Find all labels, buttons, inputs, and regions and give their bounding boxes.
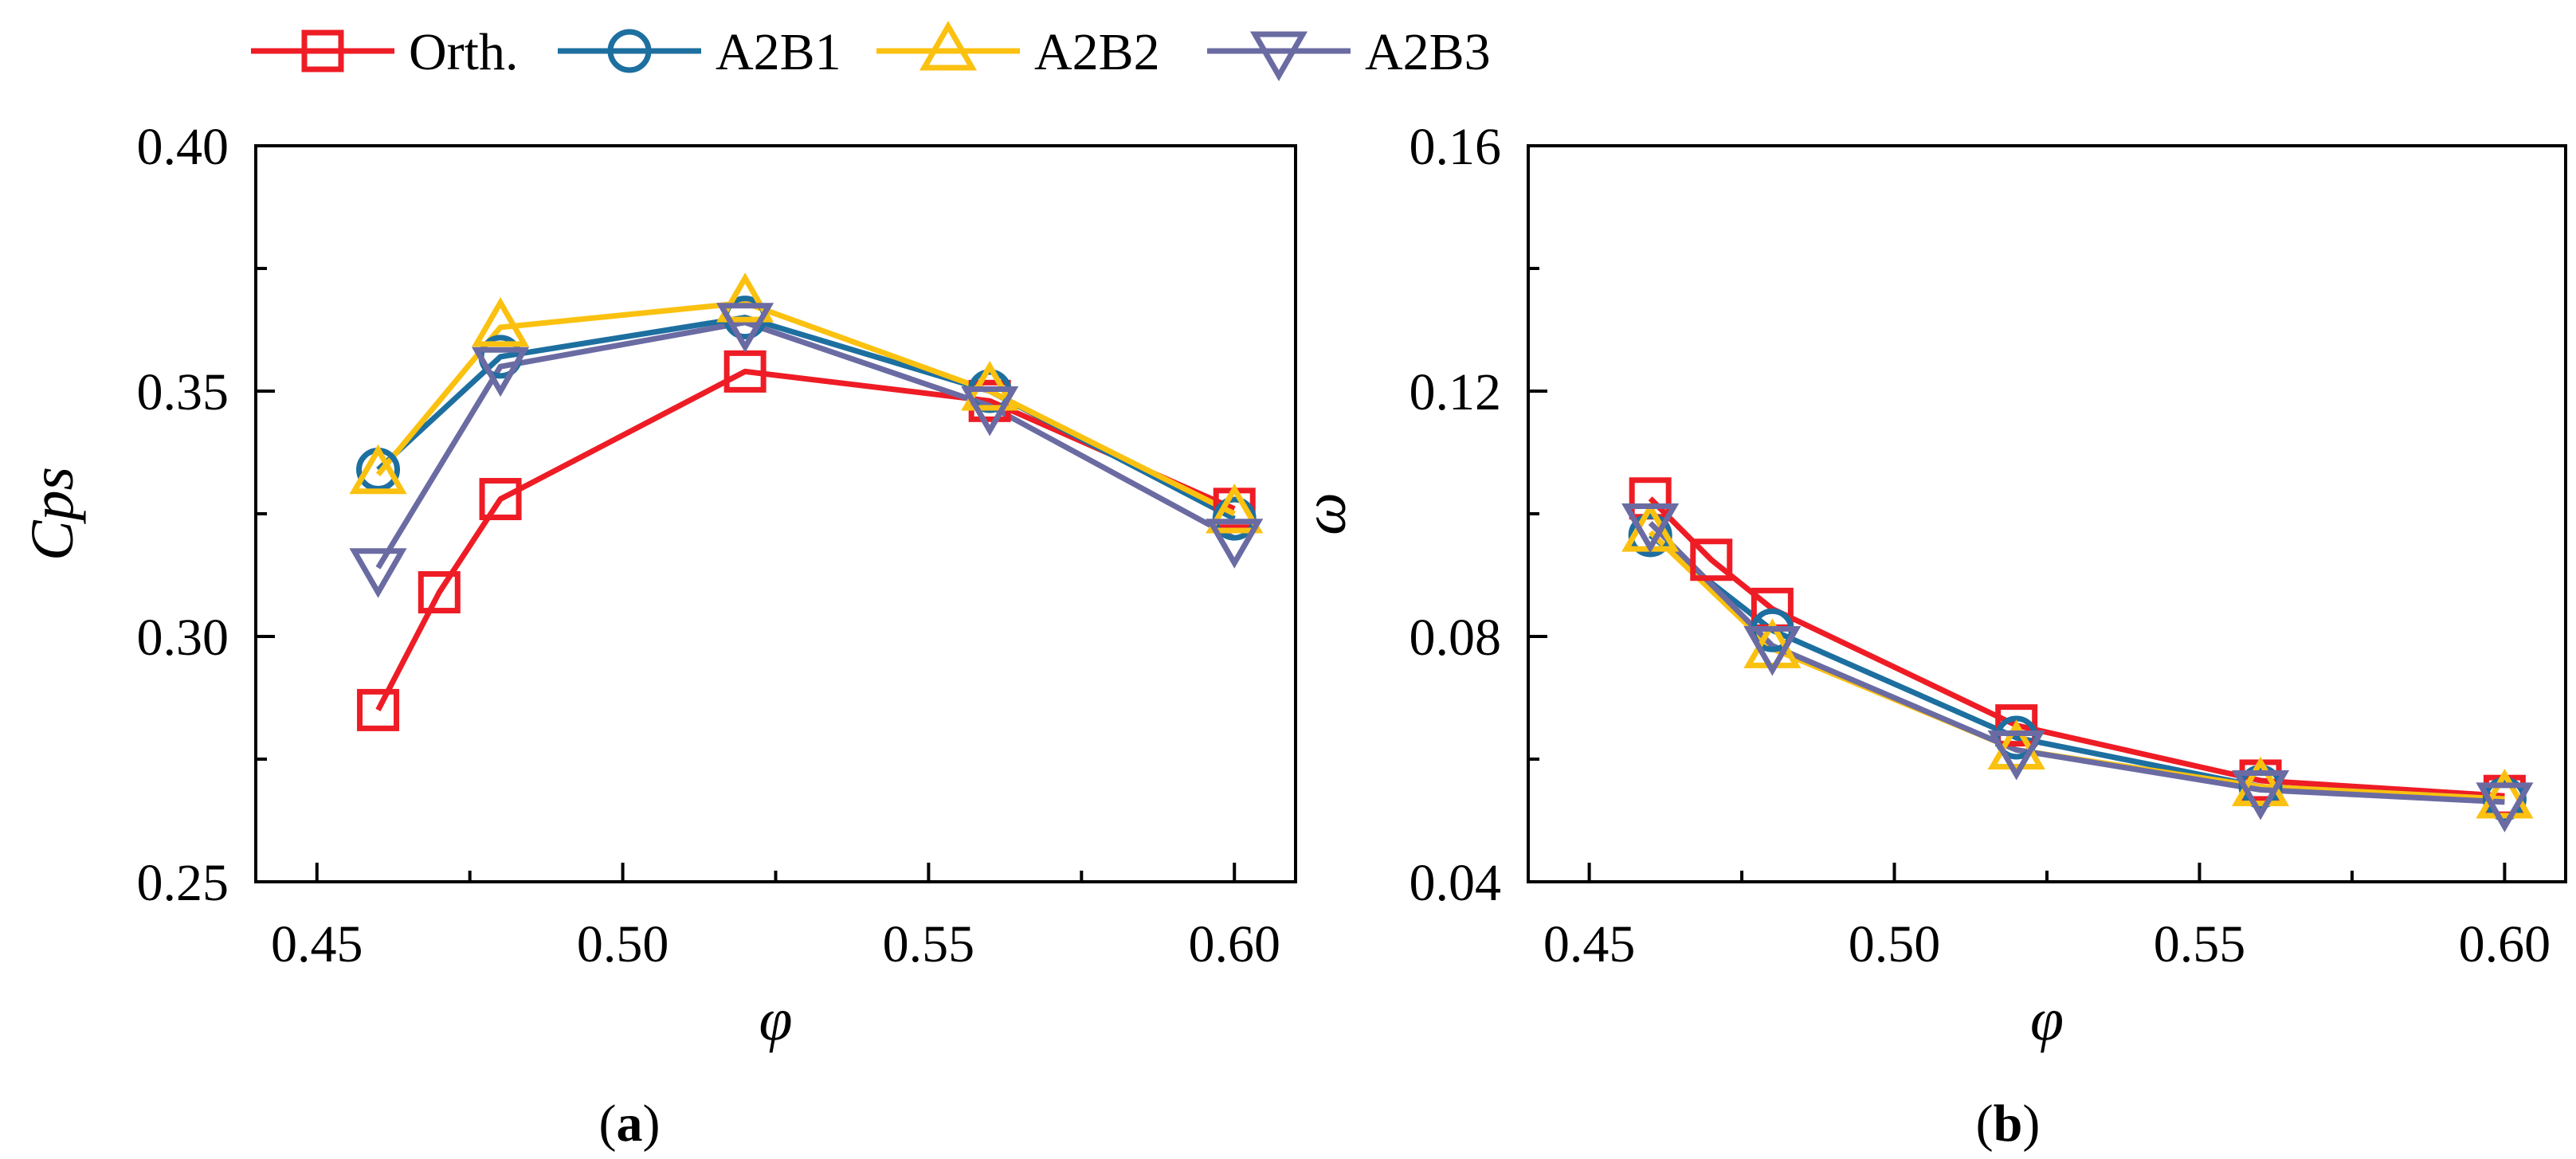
panel-b-y-tick-label: 0.04 [1410,854,1502,912]
panel-a-point-orth [418,571,461,614]
panel-a-line-orth [375,368,1236,712]
panel-a-y-axis-label: Cps [19,467,86,561]
panel-b-markers-a2b2 [1621,502,2534,819]
panel-b-x-tick-label: 0.50 [1849,915,1941,973]
panel-b-plot-frame [1527,144,2567,883]
legend-entry-a2b2: A2B2 [876,20,1160,81]
panel-a-x-axis-label: φ [759,986,792,1053]
panel-a-point-a2b3 [961,386,1019,437]
panel-b-label: (b) [1976,1094,2041,1153]
panel-b-point-a2b3 [1987,730,2045,781]
panel-a-x-tick-label: 0.50 [577,915,669,973]
panel-a-x-tick-label: 0.45 [271,915,363,973]
panel-b-point-a2b3 [1743,626,1802,676]
panel-a-y-tick-label: 0.35 [137,363,229,421]
panel-a-point-a2b2 [716,272,774,323]
panel-b: 0.45 0.50 0.55 0.60 0.04 0.08 0.12 0.16 φ ω (b) [1292,118,2567,1153]
legend: Orth. A2B1 A2B2 A2B3 [251,20,1491,82]
panel-b-point-orth [1995,704,2038,747]
panel-b-x-axis-label: φ [2030,986,2064,1053]
panel-b-series-a2b3 [1648,521,2505,805]
panel-a-point-a2b3 [716,303,774,353]
panel-b-point-a2b3 [1621,503,1680,554]
panel-b-y-axis-label: ω [1292,492,1359,535]
panel-b-point-orth [1690,538,1733,581]
panel-b-point-a2b2 [2476,769,2534,819]
panel-a-point-a2b2 [349,444,407,495]
panel-b-point-a2b2 [1987,719,2045,769]
panel-a-y-tick-label: 0.25 [137,854,229,912]
panel-b-point-a2b3 [2231,770,2290,820]
panel-b-x-tick-label: 0.45 [1543,915,1636,973]
panel-a-x-tick-label: 0.60 [1188,915,1280,973]
panel-b-y-tick-label: 0.12 [1410,363,1502,421]
panel-b-point-a2b2 [2231,756,2290,807]
panel-a-label: (a) [599,1094,661,1153]
panel-b-x-tick-label: 0.55 [2154,915,2246,973]
panel-a-markers-a2b3 [349,303,1264,598]
panel-a-point-a2b3 [471,347,530,397]
panel-a-point-a2b3 [1206,519,1264,569]
panel-b-line-orth [1648,496,2505,799]
panel-a-line-a2b3 [375,319,1236,570]
panel-a-point-a2b3 [349,548,407,598]
panel-a-point-orth [357,688,400,731]
panel-a-point-a2b2 [1206,483,1264,534]
panel-a-y-tick-label: 0.30 [137,609,229,667]
panel-a-point-orth [723,350,767,393]
panel-a-markers-a2b2 [349,272,1264,534]
panel-a-series-a2b3 [375,319,1236,570]
legend-marker-a2b1 [607,29,652,73]
legend-label-a2b1: A2B1 [716,23,841,81]
panel-a-x-tick-label: 0.55 [883,915,975,973]
panel-a: 0.45 0.50 0.55 0.60 0.25 0.30 0.35 0.40 φ Cps (a) [19,118,1297,1153]
legend-marker-orth [301,29,344,72]
legend-label-a2b2: A2B2 [1034,23,1160,81]
panel-b-y-tick-label: 0.08 [1410,609,1502,667]
legend-entry-orth: Orth. [251,23,518,81]
panel-a-series-orth [375,368,1236,712]
panel-b-markers-a2b3 [1621,503,2534,832]
panel-a-y-tick-label: 0.40 [137,118,229,176]
legend-label-orth: Orth. [409,23,518,81]
legend-entry-a2b3: A2B3 [1207,23,1491,82]
panel-a-point-a2b2 [471,296,530,347]
panel-b-line-a2b3 [1648,521,2505,805]
panel-b-series-orth [1648,496,2505,799]
legend-marker-a2b3 [1249,31,1308,82]
panel-a-line-a2b2 [375,300,1236,517]
panel-b-point-a2b3 [2476,782,2534,832]
legend-label-a2b3: A2B3 [1365,23,1491,81]
legend-marker-a2b2 [919,20,978,71]
panel-a-markers-orth [357,350,1256,731]
panel-b-x-tick-label: 0.60 [2459,915,2551,973]
panel-a-series-a2b2 [375,300,1236,517]
panel-a-point-orth [479,478,522,521]
panel-b-y-tick-label: 0.16 [1410,118,1502,176]
legend-entry-a2b1: A2B1 [558,23,841,81]
